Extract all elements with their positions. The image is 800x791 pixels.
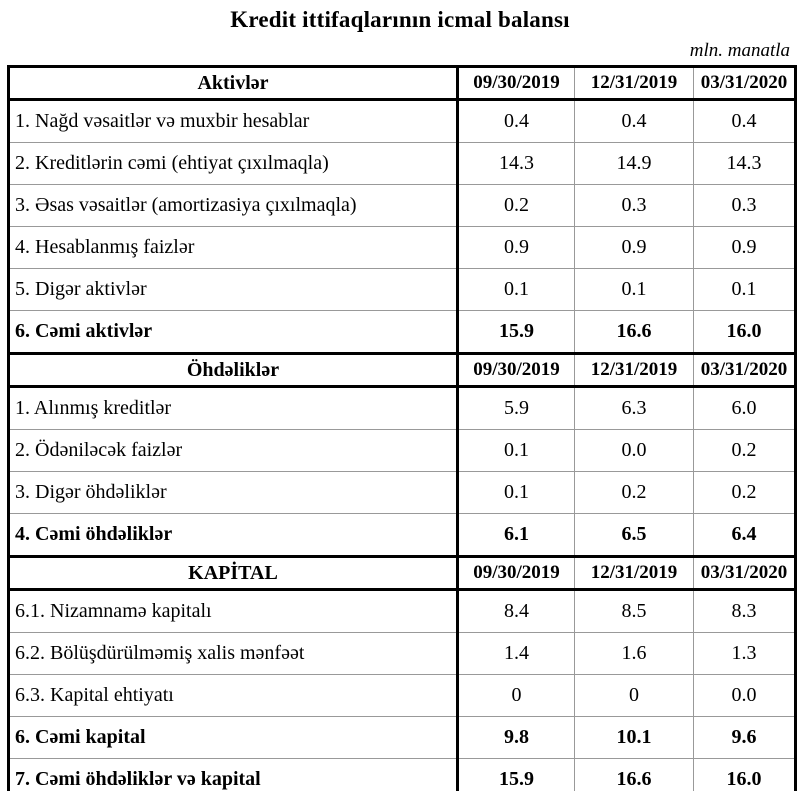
row-label: 4. Hesablanmış faizlər xyxy=(8,226,459,269)
row-label: 2. Kreditlərin cəmi (ehtiyat çıxılmaqla) xyxy=(8,142,459,185)
row-label: 3. Əsas vəsaitlər (amortizasiya çıxılmaq… xyxy=(8,184,459,227)
table-row: 1. Alınmış kreditlər 5.9 6.3 6.0 xyxy=(8,386,796,430)
section-header-title: Öhdəliklər xyxy=(8,352,459,388)
row-value: 0.4 xyxy=(574,99,694,143)
row-value: 0.3 xyxy=(693,184,796,227)
table-row: 6. Cəmi aktivlər 15.9 16.6 16.0 xyxy=(8,310,796,354)
table-row: 5. Digər aktivlər 0.1 0.1 0.1 xyxy=(8,268,796,311)
row-value: 0.1 xyxy=(457,471,575,514)
row-value: 8.5 xyxy=(574,589,694,633)
section-header-row: KAPİTAL 09/30/2019 12/31/2019 03/31/2020 xyxy=(8,555,796,591)
row-value: 0.2 xyxy=(693,471,796,514)
row-value: 0.2 xyxy=(574,471,694,514)
row-value: 0.9 xyxy=(457,226,575,269)
balance-table: Aktivlər 09/30/2019 12/31/2019 03/31/2020 1.… xyxy=(7,65,797,791)
row-value: 6.4 xyxy=(693,513,796,557)
row-value: 14.9 xyxy=(574,142,694,185)
row-value: 0.0 xyxy=(574,429,694,472)
row-value: 0.1 xyxy=(693,268,796,311)
row-label: 1. Nağd vəsaitlər və muxbir hesablar xyxy=(8,99,459,143)
row-value: 1.6 xyxy=(574,632,694,675)
table-row: 6.3. Kapital ehtiyatı 0 0 0.0 xyxy=(8,674,796,717)
table-row: 6.1. Nizamnamə kapitalı 8.4 8.5 8.3 xyxy=(8,589,796,633)
row-value: 6.3 xyxy=(574,386,694,430)
table-row: 7. Cəmi öhdəliklər və kapital 15.9 16.6 16.… xyxy=(8,758,796,791)
row-label: 7. Cəmi öhdəliklər və kapital xyxy=(8,758,459,791)
report-page: Kredit ittifaqlarının icmal balansı mln.… xyxy=(0,7,800,791)
row-label: 6.2. Bölüşdürülməmiş xalis mənfəət xyxy=(8,632,459,675)
column-header-date: 09/30/2019 xyxy=(457,65,575,101)
row-value: 15.9 xyxy=(457,758,575,791)
row-value: 0.0 xyxy=(693,674,796,717)
row-value: 16.0 xyxy=(693,310,796,354)
row-value: 15.9 xyxy=(457,310,575,354)
section-header-row: Öhdəliklər 09/30/2019 12/31/2019 03/31/2020 xyxy=(8,352,796,388)
unit-note: mln. manatla xyxy=(689,40,790,61)
table-row: 1. Nağd vəsaitlər və muxbir hesablar 0.4 0… xyxy=(8,99,796,143)
table-row: 4. Hesablanmış faizlər 0.9 0.9 0.9 xyxy=(8,226,796,269)
row-value: 0.1 xyxy=(457,429,575,472)
row-value: 0.1 xyxy=(574,268,694,311)
row-value: 14.3 xyxy=(457,142,575,185)
section-header-title: KAPİTAL xyxy=(8,555,459,591)
table-row: 6.2. Bölüşdürülməmiş xalis mənfəət 1.4 1.6… xyxy=(8,632,796,675)
row-value: 0.1 xyxy=(457,268,575,311)
row-value: 14.3 xyxy=(693,142,796,185)
row-value: 6.0 xyxy=(693,386,796,430)
section-header-title: Aktivlər xyxy=(8,65,459,101)
row-label: 6. Cəmi kapital xyxy=(8,716,459,759)
table-row: 6. Cəmi kapital 9.8 10.1 9.6 xyxy=(8,716,796,759)
column-header-date: 03/31/2020 xyxy=(693,555,796,591)
table-row: 4. Cəmi öhdəliklər 6.1 6.5 6.4 xyxy=(8,513,796,557)
row-value: 10.1 xyxy=(574,716,694,759)
row-label: 3. Digər öhdəliklər xyxy=(8,471,459,514)
column-header-date: 03/31/2020 xyxy=(693,65,796,101)
row-value: 9.8 xyxy=(457,716,575,759)
column-header-date: 09/30/2019 xyxy=(457,555,575,591)
table-row: 2. Kreditlərin cəmi (ehtiyat çıxılmaqla)… xyxy=(8,142,796,185)
row-value: 8.3 xyxy=(693,589,796,633)
row-value: 8.4 xyxy=(457,589,575,633)
table-row: 2. Ödəniləcək faizlər 0.1 0.0 0.2 xyxy=(8,429,796,472)
row-value: 0.9 xyxy=(574,226,694,269)
row-label: 6. Cəmi aktivlər xyxy=(8,310,459,354)
column-header-date: 12/31/2019 xyxy=(574,352,694,388)
row-label: 2. Ödəniləcək faizlər xyxy=(8,429,459,472)
row-value: 6.1 xyxy=(457,513,575,557)
row-value: 0.4 xyxy=(693,99,796,143)
row-label: 6.3. Kapital ehtiyatı xyxy=(8,674,459,717)
row-label: 5. Digər aktivlər xyxy=(8,268,459,311)
row-label: 6.1. Nizamnamə kapitalı xyxy=(8,589,459,633)
row-value: 16.6 xyxy=(574,310,694,354)
page-title: Kredit ittifaqlarının icmal balansı xyxy=(230,7,570,32)
column-header-date: 12/31/2019 xyxy=(574,555,694,591)
row-value: 0.4 xyxy=(457,99,575,143)
row-value: 1.4 xyxy=(457,632,575,675)
row-value: 0 xyxy=(574,674,694,717)
row-value: 1.3 xyxy=(693,632,796,675)
table-row: 3. Əsas vəsaitlər (amortizasiya çıxılmaq… xyxy=(8,184,796,227)
table-row: 3. Digər öhdəliklər 0.1 0.2 0.2 xyxy=(8,471,796,514)
section-header-row: Aktivlər 09/30/2019 12/31/2019 03/31/2020 xyxy=(8,65,796,101)
row-label: 1. Alınmış kreditlər xyxy=(8,386,459,430)
row-value: 16.6 xyxy=(574,758,694,791)
row-value: 0.9 xyxy=(693,226,796,269)
row-value: 9.6 xyxy=(693,716,796,759)
row-value: 0.2 xyxy=(457,184,575,227)
row-value: 16.0 xyxy=(693,758,796,791)
column-header-date: 12/31/2019 xyxy=(574,65,694,101)
row-value: 0.2 xyxy=(693,429,796,472)
row-value: 0 xyxy=(457,674,575,717)
column-header-date: 03/31/2020 xyxy=(693,352,796,388)
row-value: 0.3 xyxy=(574,184,694,227)
row-value: 6.5 xyxy=(574,513,694,557)
row-label: 4. Cəmi öhdəliklər xyxy=(8,513,459,557)
column-header-date: 09/30/2019 xyxy=(457,352,575,388)
row-value: 5.9 xyxy=(457,386,575,430)
